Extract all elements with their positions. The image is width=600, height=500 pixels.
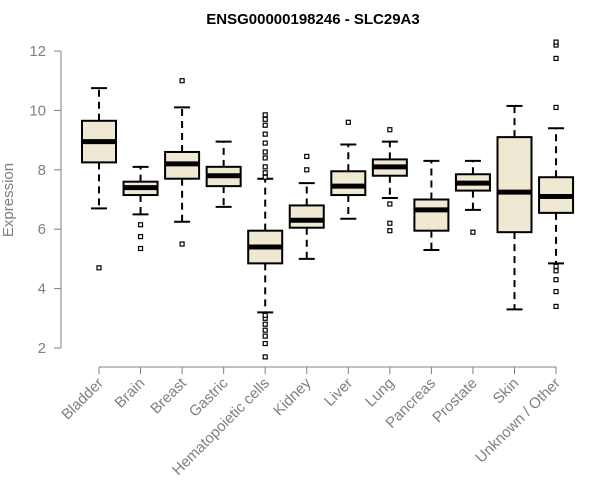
outlier-point [553, 288, 559, 295]
box-group [330, 119, 367, 220]
outlier-point [387, 220, 393, 226]
outlier-point [137, 234, 144, 240]
box-group [247, 112, 284, 360]
x-tick-label: Breast [147, 374, 190, 417]
outlier-point [262, 164, 268, 170]
y-tick-label: 6 [38, 221, 46, 238]
outlier-point [262, 327, 268, 333]
outlier-point [137, 222, 144, 228]
outlier-point [262, 174, 268, 180]
outlier-point [553, 303, 559, 310]
box-group [413, 159, 450, 251]
outlier-point [262, 333, 268, 339]
outlier-point [262, 140, 268, 146]
outlier-point [470, 229, 476, 235]
x-tick-label: Skin [490, 375, 523, 408]
plot-area [81, 39, 575, 360]
y-axis: 2 4 6 8 10 12 [29, 43, 62, 357]
outlier-point [553, 39, 559, 45]
box-group [81, 87, 117, 271]
outlier-point [304, 167, 310, 173]
box-iqr [288, 204, 325, 229]
outlier-point [262, 321, 268, 327]
outlier-point [262, 170, 268, 176]
x-tick-label: Liver [321, 375, 356, 410]
outlier-point [262, 131, 268, 137]
outlier-point [387, 127, 393, 133]
x-tick-label: Prostate [429, 375, 481, 427]
box-iqr [413, 198, 450, 232]
box-group [454, 159, 491, 235]
box-group [371, 127, 408, 234]
box-group [205, 140, 242, 208]
y-tick-label: 4 [38, 281, 46, 298]
outlier-point [179, 241, 185, 247]
box-group [538, 39, 575, 310]
outlier-point [387, 228, 393, 234]
outlier-point [387, 201, 393, 207]
outlier-point [262, 112, 268, 118]
outlier-point [553, 263, 559, 269]
outlier-point [553, 268, 559, 274]
x-tick-label: Bladder [58, 375, 107, 424]
box-group [496, 104, 533, 311]
x-tick-label: Kidney [270, 374, 315, 419]
y-tick-label: 2 [38, 340, 46, 357]
outlier-point [262, 354, 268, 360]
outlier-point [553, 277, 559, 283]
outlier-point [553, 55, 559, 62]
box-iqr [330, 170, 367, 197]
box-group [164, 78, 201, 247]
outlier-point [262, 155, 268, 161]
outlier-point [179, 78, 185, 84]
box-iqr [496, 136, 533, 234]
y-axis-label: Expression [0, 163, 17, 237]
x-tick-label: Lung [362, 375, 398, 411]
outlier-point [262, 312, 268, 318]
outlier-point [96, 265, 102, 271]
chart-title: ENSG00000198246 - SLC29A3 [206, 11, 419, 28]
y-tick-label: 8 [38, 162, 46, 179]
outlier-point [553, 104, 559, 111]
y-tick-label: 10 [29, 102, 46, 119]
outlier-point [304, 153, 310, 160]
outlier-point [137, 245, 144, 252]
y-tick-label: 12 [29, 43, 46, 60]
outlier-point [262, 116, 268, 122]
box-group [122, 165, 159, 252]
outlier-point [262, 149, 268, 155]
outlier-point [345, 119, 351, 125]
x-tick-label: Brain [112, 375, 149, 412]
outlier-point [262, 340, 268, 347]
box-group [288, 153, 325, 260]
outlier-point [262, 122, 268, 128]
